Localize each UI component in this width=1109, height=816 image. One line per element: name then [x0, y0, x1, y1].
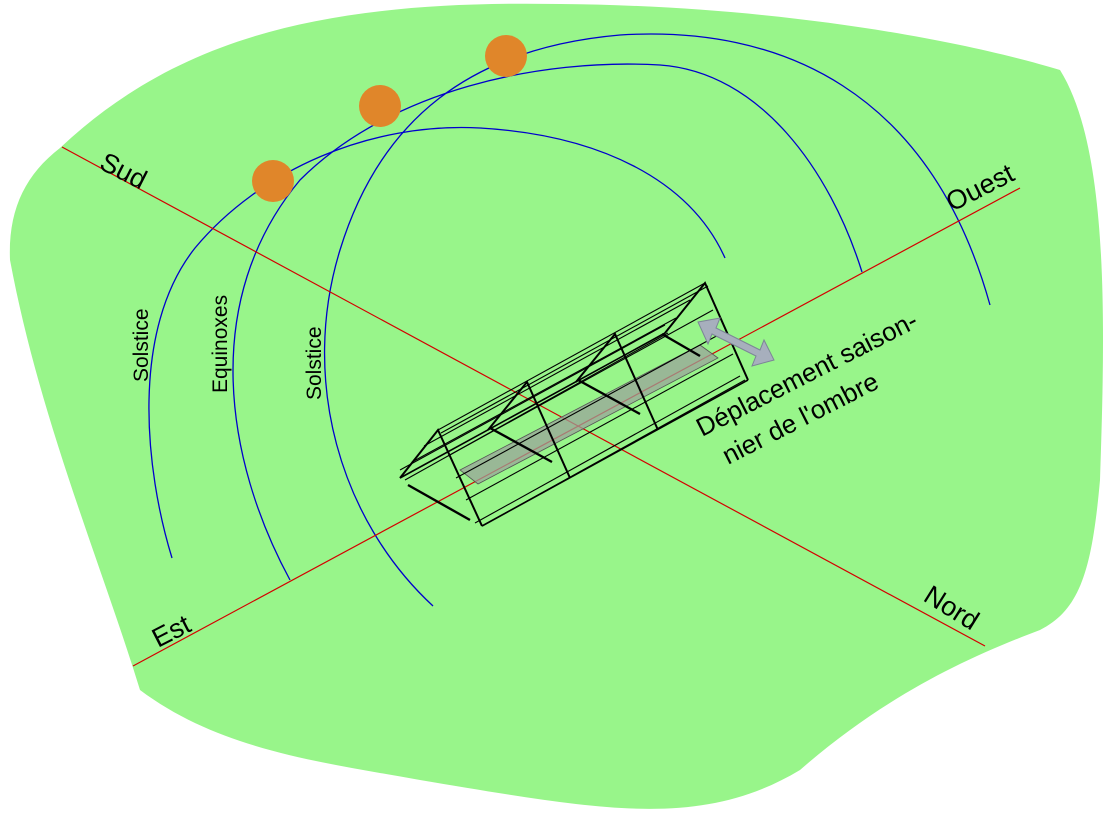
- axis-south-north: [61, 146, 986, 647]
- sun-path-equinoxes: [232, 63, 863, 581]
- sun-icon: [485, 35, 527, 77]
- sun-path-solstice-left: [148, 126, 726, 559]
- label-solstice-left: Solstice: [130, 308, 153, 382]
- sun-icon: [252, 160, 294, 202]
- greenhouse-frame-icon: [399, 281, 749, 527]
- label-equinoxes: Equinoxes: [209, 295, 232, 393]
- sun-path-solstice-right: [324, 33, 991, 607]
- suns: [252, 35, 527, 202]
- label-solstice-right: Solstice: [303, 326, 326, 400]
- ground-area: [9, 3, 1104, 809]
- sun-paths: [148, 33, 991, 607]
- shadow-strip: [459, 344, 719, 485]
- double-arrow-icon: [697, 317, 775, 367]
- sun-icon: [359, 85, 401, 127]
